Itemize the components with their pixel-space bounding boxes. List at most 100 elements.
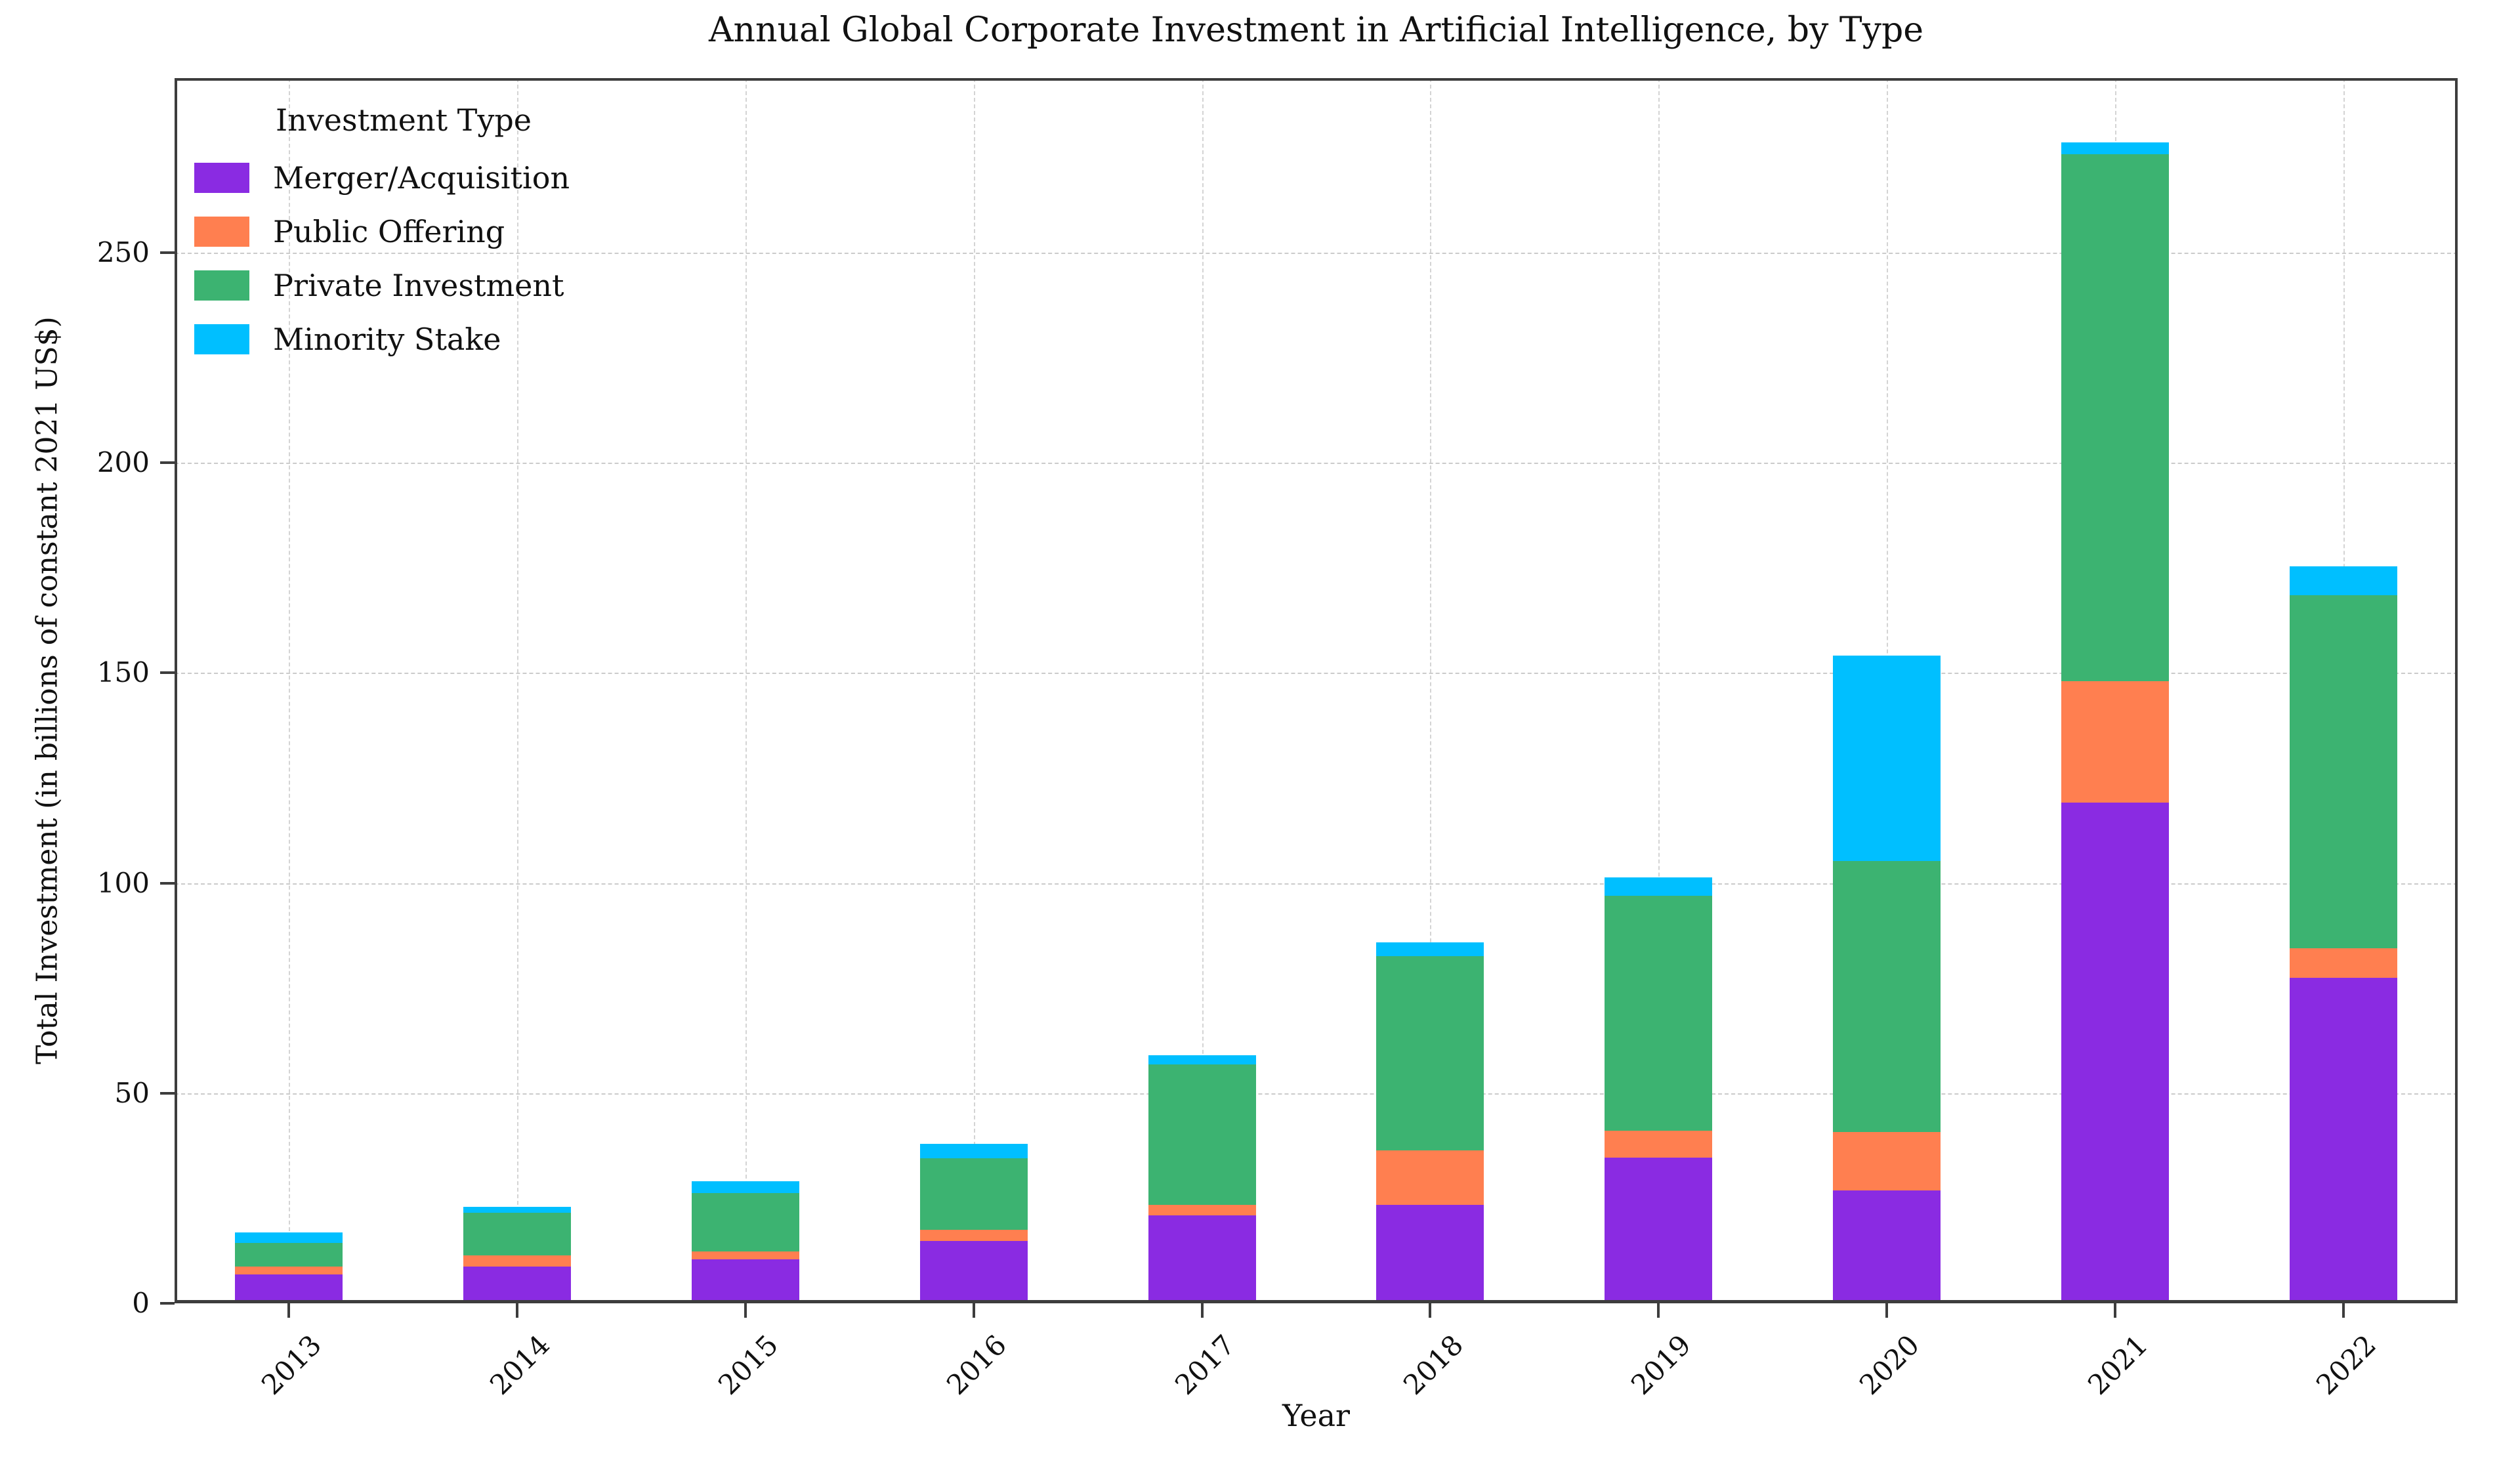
bar-group-2021	[2061, 78, 2170, 1303]
bar-segment-public-offering-2020	[1833, 1132, 1941, 1191]
y-tick-100	[160, 881, 175, 885]
bar-segment-public-offering-2019	[1605, 1131, 1713, 1158]
x-gridline-2013	[288, 78, 290, 1303]
legend-items: Merger/Acquisition Public Offering Private…	[194, 151, 570, 366]
y-gridline-250	[175, 252, 2458, 254]
x-tick-2020	[1885, 1303, 1889, 1318]
legend-label-merger-acquisition: Merger/Acquisition	[273, 160, 570, 196]
bar-group-2019	[1605, 78, 1713, 1303]
bar-segment-minority-stake-2016	[919, 1144, 1028, 1159]
x-gridline-2015	[745, 78, 747, 1303]
axis-spine-left	[175, 78, 177, 1303]
bar-segment-minority-stake-2013	[234, 1232, 343, 1243]
bar-segment-public-offering-2014	[463, 1255, 571, 1267]
y-tick-label-200: 200	[96, 446, 150, 479]
bar-segment-minority-stake-2015	[691, 1181, 799, 1194]
y-tick-label-100: 100	[96, 866, 150, 899]
x-tick-label-2020: 2020	[1853, 1328, 1926, 1401]
legend-swatch-merger-acquisition	[194, 163, 249, 193]
bar-segment-merger-acquisition-2021	[2061, 802, 2170, 1303]
x-tick-label-2021: 2021	[2082, 1328, 2154, 1401]
legend: Investment Type Merger/Acquisition Public…	[194, 98, 570, 366]
legend-item-merger-acquisition: Merger/Acquisition	[194, 151, 570, 205]
x-tick-label-2013: 2013	[255, 1328, 328, 1401]
legend-label-private-investment: Private Investment	[273, 268, 564, 303]
axis-spine-right	[2455, 78, 2458, 1303]
legend-item-private-investment: Private Investment	[194, 259, 570, 312]
x-gridline-2014	[516, 78, 518, 1303]
x-tick-2017	[1200, 1303, 1204, 1318]
x-gridline-2018	[1430, 78, 1432, 1303]
legend-item-minority-stake: Minority Stake	[194, 312, 570, 366]
bar-segment-minority-stake-2021	[2061, 142, 2170, 154]
x-tick-2013	[287, 1303, 290, 1318]
bar-segment-private-investment-2016	[919, 1158, 1028, 1230]
y-gridline-200	[175, 463, 2458, 465]
bar-segment-merger-acquisition-2022	[2290, 977, 2398, 1303]
y-tick-label-150: 150	[96, 656, 150, 689]
legend-swatch-private-investment	[194, 270, 249, 301]
y-gridline-100	[175, 883, 2458, 885]
x-tick-2016	[972, 1303, 975, 1318]
y-tick-0	[160, 1302, 175, 1305]
axis-spine-bottom	[175, 1300, 2458, 1303]
bar-group-2017	[1148, 78, 1256, 1303]
x-gridline-2017	[1202, 78, 1204, 1303]
legend-item-public-offering: Public Offering	[194, 205, 570, 259]
bar-group-2022	[2290, 78, 2398, 1303]
bar-group-2018	[1376, 78, 1484, 1303]
bar-segment-private-investment-2020	[1833, 860, 1941, 1133]
plot-area	[175, 78, 2458, 1303]
bar-segment-private-investment-2013	[234, 1242, 343, 1267]
legend-label-public-offering: Public Offering	[273, 214, 505, 249]
y-tick-label-0: 0	[132, 1287, 150, 1319]
x-tick-2019	[1657, 1303, 1660, 1318]
legend-label-minority-stake: Minority Stake	[273, 322, 501, 357]
bar-segment-minority-stake-2018	[1376, 942, 1484, 956]
x-tick-label-2017: 2017	[1168, 1328, 1241, 1401]
x-tick-2022	[2342, 1303, 2345, 1318]
y-tick-200	[160, 461, 175, 465]
y-axis-label: Total Investment (in billions of constan…	[30, 316, 64, 1064]
x-tick-label-2015: 2015	[711, 1328, 784, 1401]
axis-spine-top	[175, 78, 2458, 81]
legend-swatch-minority-stake	[194, 324, 249, 354]
bar-segment-private-investment-2022	[2290, 595, 2398, 948]
x-tick-2021	[2114, 1303, 2117, 1318]
y-tick-250	[160, 251, 175, 254]
bar-segment-merger-acquisition-2020	[1833, 1190, 1941, 1303]
x-tick-label-2022: 2022	[2310, 1328, 2383, 1401]
bar-segment-merger-acquisition-2013	[234, 1274, 343, 1303]
bar-group-2015	[691, 78, 799, 1303]
bar-segment-minority-stake-2020	[1833, 656, 1941, 861]
bar-segment-merger-acquisition-2016	[919, 1240, 1028, 1303]
bar-segment-public-offering-2017	[1148, 1204, 1256, 1216]
bar-segment-private-investment-2015	[691, 1193, 799, 1252]
bar-segment-merger-acquisition-2018	[1376, 1204, 1484, 1303]
x-tick-2018	[1429, 1303, 1432, 1318]
y-gridline-50	[175, 1093, 2458, 1095]
bar-segment-minority-stake-2014	[463, 1206, 571, 1213]
bar-segment-merger-acquisition-2015	[691, 1259, 799, 1303]
bar-segment-private-investment-2018	[1376, 956, 1484, 1150]
y-tick-50	[160, 1091, 175, 1095]
bar-segment-merger-acquisition-2017	[1148, 1215, 1256, 1303]
y-tick-label-50: 50	[114, 1076, 150, 1109]
x-axis-label: Year	[1282, 1398, 1350, 1433]
legend-swatch-public-offering	[194, 217, 249, 247]
bar-group-2014	[463, 78, 571, 1303]
bar-segment-minority-stake-2019	[1605, 877, 1713, 896]
x-tick-label-2016: 2016	[940, 1328, 1013, 1401]
bar-segment-minority-stake-2017	[1148, 1055, 1256, 1064]
legend-title: Investment Type	[276, 102, 532, 138]
y-tick-150	[160, 671, 175, 675]
bar-segment-private-investment-2014	[463, 1213, 571, 1255]
bar-group-2020	[1833, 78, 1941, 1303]
x-tick-2015	[744, 1303, 747, 1318]
bar-segment-public-offering-2022	[2290, 948, 2398, 978]
bar-segment-private-investment-2021	[2061, 154, 2170, 682]
bar-segment-merger-acquisition-2014	[463, 1267, 571, 1303]
bar-segment-private-investment-2017	[1148, 1064, 1256, 1205]
x-gridline-2016	[973, 78, 975, 1303]
bar-segment-public-offering-2013	[234, 1267, 343, 1274]
